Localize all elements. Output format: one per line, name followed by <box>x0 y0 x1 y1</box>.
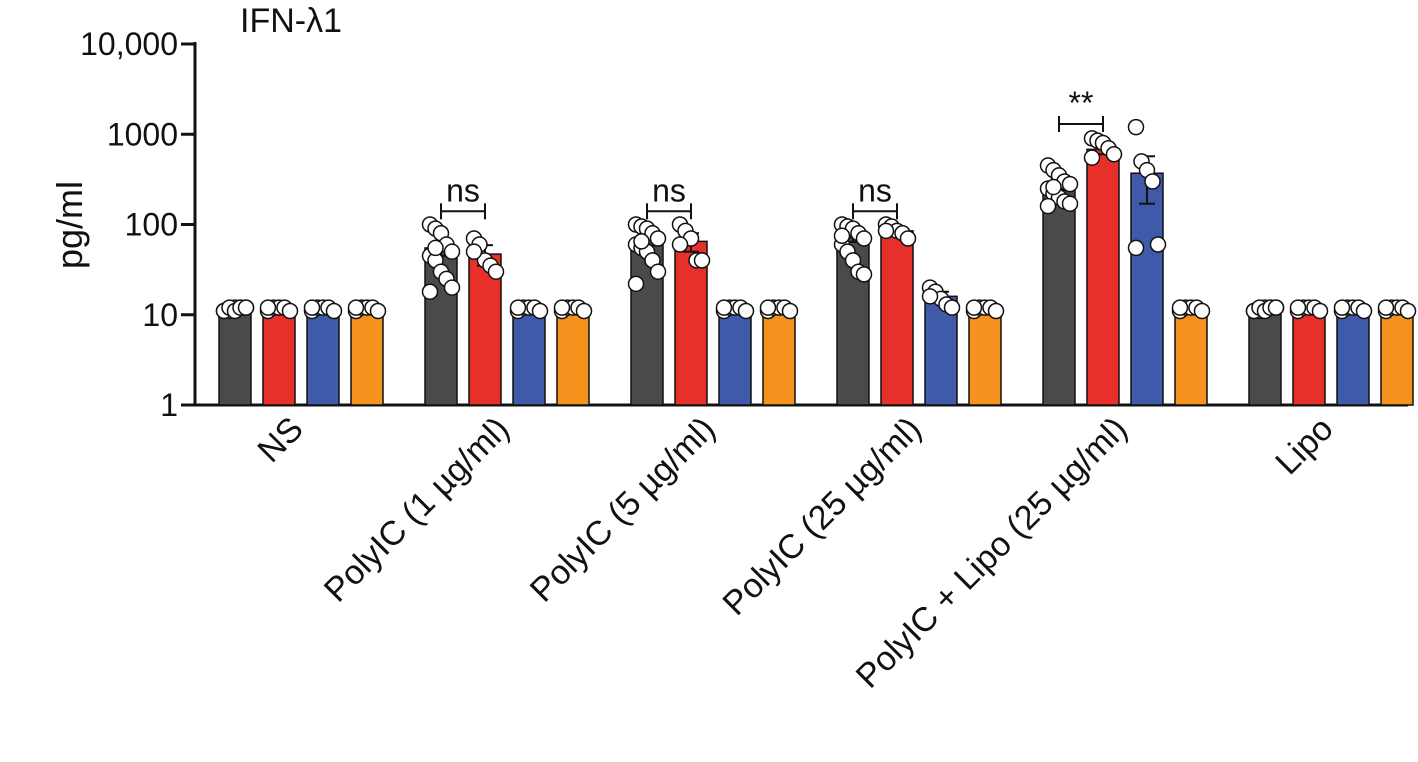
bar <box>556 306 590 406</box>
data-point <box>531 302 549 320</box>
bar <box>762 306 796 406</box>
data-point <box>553 299 571 316</box>
significance-label: ns <box>858 172 892 208</box>
bar <box>512 306 546 406</box>
data-point <box>781 302 799 320</box>
data-point <box>1377 299 1395 316</box>
data-point <box>1039 197 1057 215</box>
data-point <box>965 299 983 316</box>
data-point <box>1144 173 1161 190</box>
data-point <box>1127 118 1145 136</box>
bar <box>1042 183 1076 406</box>
data-point <box>303 299 321 316</box>
significance-label: ns <box>446 172 480 208</box>
bar <box>880 230 914 406</box>
y-tick-label: 1 <box>160 387 178 423</box>
data-point <box>347 299 365 316</box>
data-point <box>627 275 645 293</box>
data-point <box>1171 299 1189 316</box>
bar <box>1130 172 1164 406</box>
data-point <box>921 288 939 305</box>
bar <box>306 306 340 406</box>
significance-label: ns <box>652 172 686 208</box>
x-category-label: PolyIC (1 µg/ml) <box>317 410 517 610</box>
data-point <box>1061 175 1079 193</box>
bar <box>630 238 664 406</box>
x-category-label: NS <box>250 410 310 470</box>
data-point <box>237 299 255 316</box>
plot-area: 1 10 100 1000 10,000 ns ns ns ** NS PolyIC (1 µg/m… <box>80 26 1417 696</box>
y-tick-label: 1000 <box>107 116 178 152</box>
data-point <box>421 283 439 300</box>
y-tick-label: 100 <box>125 207 178 243</box>
data-point <box>671 236 689 253</box>
x-category-label: PolyIC (5 µg/ml) <box>523 410 723 610</box>
significance-label: ** <box>1069 85 1094 121</box>
data-point <box>443 243 461 260</box>
data-point <box>737 302 755 320</box>
data-point <box>575 302 593 320</box>
bar <box>1292 306 1326 406</box>
y-axis-label: pg/ml <box>49 181 90 269</box>
data-point <box>1083 149 1101 166</box>
data-point <box>1267 299 1285 316</box>
data-point <box>1311 302 1329 320</box>
data-point <box>1105 146 1123 163</box>
bar <box>262 306 296 406</box>
bar <box>1174 306 1208 406</box>
x-category-label: PolyIC (25 µg/ml) <box>716 410 929 623</box>
data-point <box>443 279 461 296</box>
data-point <box>427 239 444 257</box>
data-point <box>1355 302 1373 320</box>
data-point <box>855 230 873 247</box>
bar <box>1248 306 1282 406</box>
data-point <box>509 299 527 316</box>
data-point <box>1399 302 1417 320</box>
data-point <box>649 230 667 247</box>
data-point <box>693 252 711 269</box>
bar <box>968 306 1002 406</box>
data-point <box>487 263 505 280</box>
data-point <box>1193 302 1211 320</box>
data-point <box>1045 178 1062 196</box>
bar <box>1086 148 1120 406</box>
bar <box>1380 306 1414 406</box>
data-point <box>759 299 777 316</box>
bar <box>1336 306 1370 406</box>
data-point <box>325 302 343 320</box>
data-point <box>855 266 873 283</box>
data-point <box>649 263 667 280</box>
y-tick-label: 10 <box>142 297 178 333</box>
data-point <box>369 302 387 320</box>
data-point <box>899 230 917 247</box>
data-point <box>1149 236 1167 253</box>
bar <box>218 306 252 406</box>
bar <box>350 306 384 406</box>
data-point <box>633 233 650 250</box>
data-point <box>1333 299 1351 316</box>
data-point <box>1289 299 1307 316</box>
data-point <box>259 299 277 316</box>
data-point <box>465 243 483 260</box>
data-point <box>877 222 895 240</box>
data-point <box>715 299 733 316</box>
data-point <box>1127 239 1145 257</box>
data-point <box>281 302 299 320</box>
data-point <box>943 299 961 316</box>
bar <box>718 306 752 406</box>
chart-title: IFN-λ1 <box>240 2 342 40</box>
data-point <box>833 227 851 245</box>
data-point <box>987 302 1005 320</box>
y-tick-label: 10,000 <box>80 26 178 62</box>
x-category-label: Lipo <box>1268 410 1340 482</box>
data-point <box>1061 195 1079 212</box>
